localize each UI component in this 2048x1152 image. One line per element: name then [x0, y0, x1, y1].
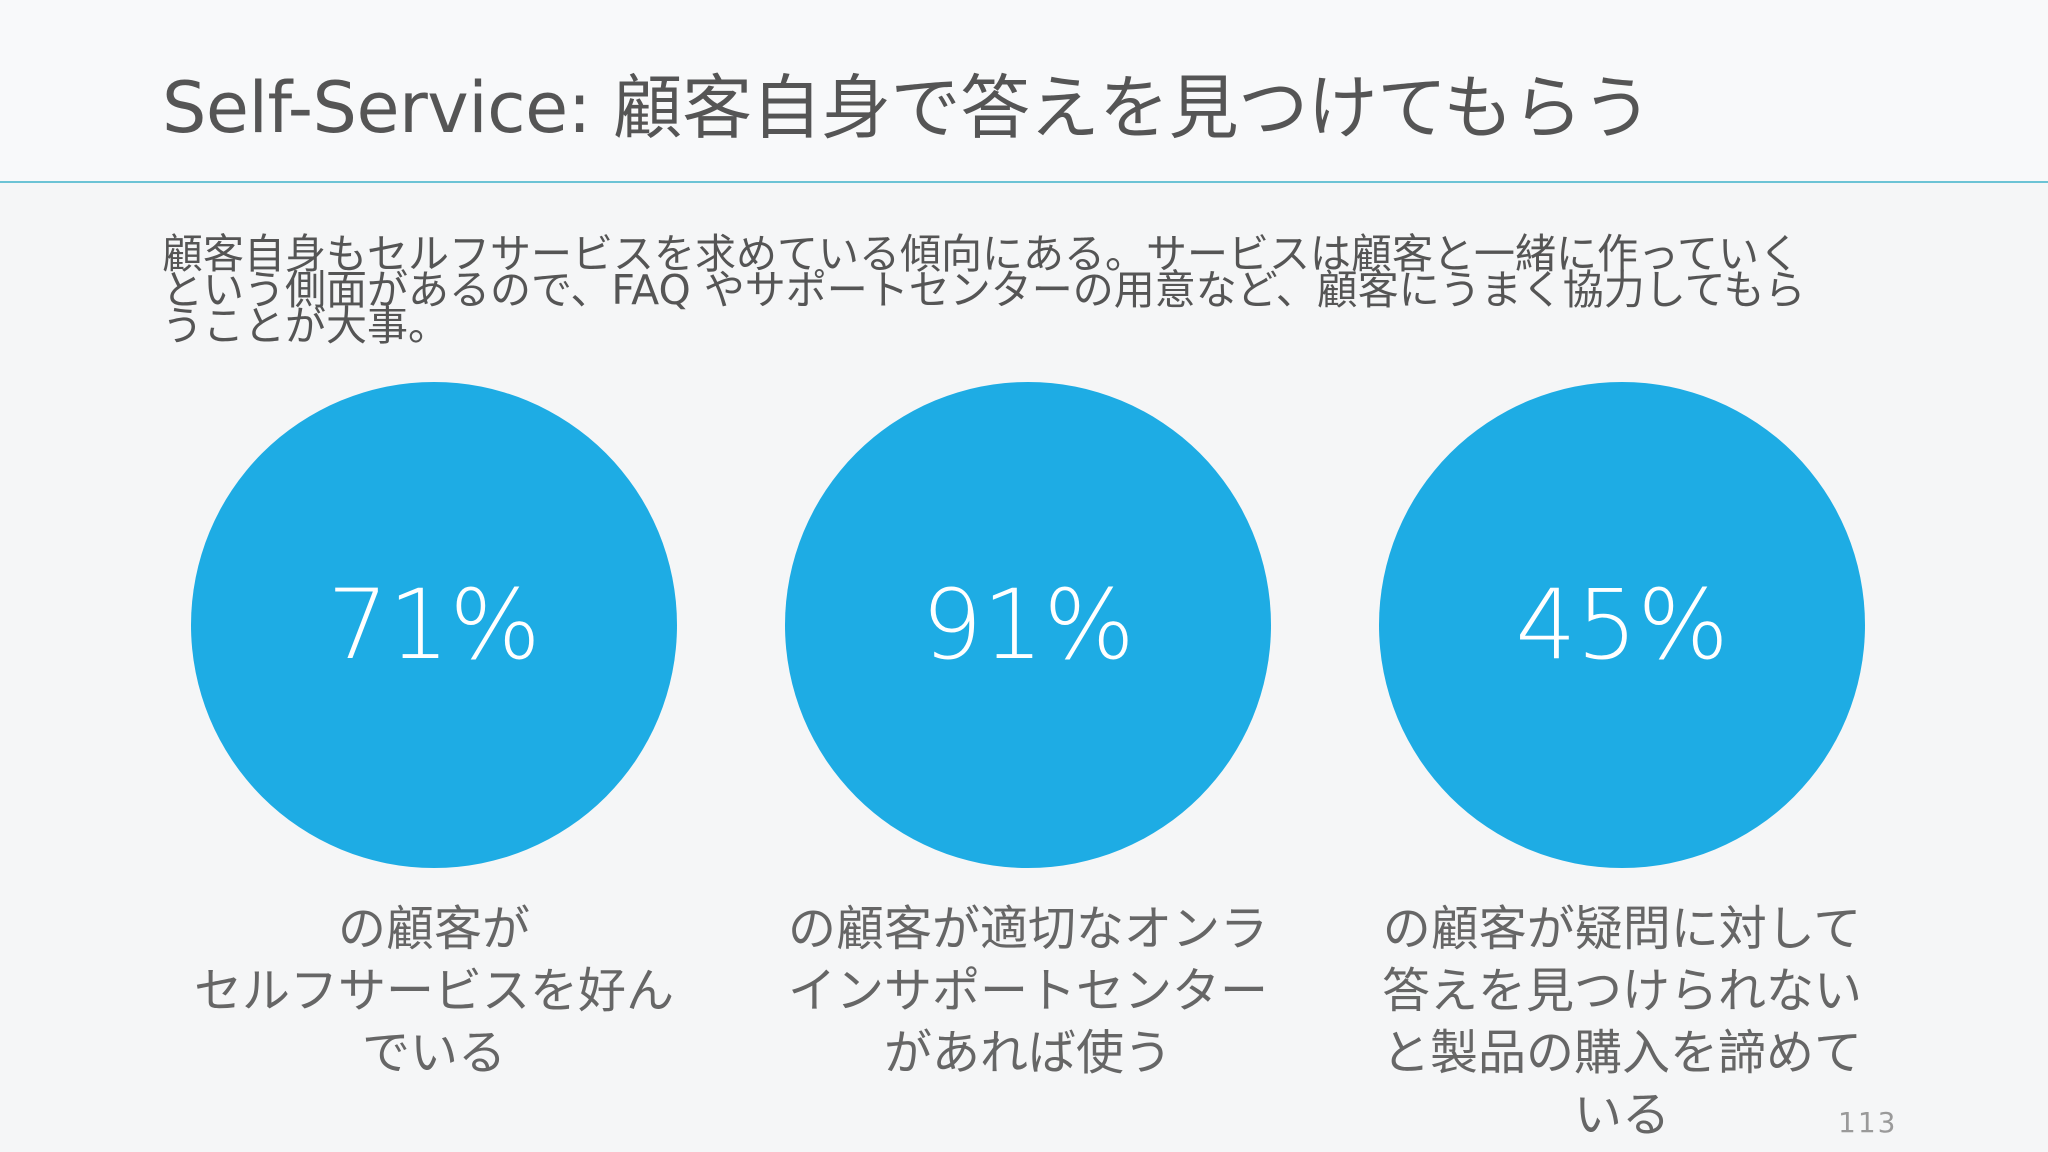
stat-value-1: 71% — [327, 569, 541, 681]
intro-line-2: という側面があるので、FAQ やサポートセンターの用意など、顧客にうまく協力して… — [162, 266, 1806, 314]
intro-line-1: 顧客自身もセルフサービスを求めている傾向にある。サービスは顧客と一緒に作っていく — [162, 230, 1800, 278]
title-divider — [0, 181, 2048, 183]
stat-caption-2-line-2: インサポートセンター — [787, 963, 1268, 1019]
stat-caption-3-line-2: 答えを見つけられない — [1381, 963, 1862, 1019]
stat-caption-1-line-3: でいる — [361, 1025, 506, 1081]
stat-caption-2-line-3: があれば使う — [883, 1025, 1172, 1081]
intro-line-3: うことが大事。 — [162, 302, 449, 350]
stat-caption-1-line-2: セルフサービスを好ん — [193, 963, 674, 1019]
stat-circle-3: 45% — [1379, 382, 1865, 868]
stat-value-3: 45% — [1515, 569, 1729, 681]
stat-caption-2: の顧客が適切なオンラ インサポートセンター があれば使う — [768, 898, 1288, 1084]
slide-title: Self-Service: 顧客自身で答えを見つけてもらう — [162, 67, 1652, 149]
stat-caption-3: の顧客が疑問に対して 答えを見つけられない と製品の購入を諦めて いる — [1362, 898, 1882, 1146]
stat-caption-1-line-1: の顧客が — [337, 901, 530, 957]
stat-caption-1: の顧客が セルフサービスを好ん でいる — [174, 898, 694, 1084]
stat-caption-3-line-1: の顧客が疑問に対して — [1382, 901, 1862, 957]
title-band — [0, 0, 2048, 182]
page-number: 113 — [1838, 1106, 1898, 1139]
stat-caption-3-line-4: いる — [1573, 1087, 1670, 1143]
stat-circle-1: 71% — [191, 382, 677, 868]
stat-circle-2: 91% — [785, 382, 1271, 868]
stat-caption-3-line-3: と製品の購入を諦めて — [1381, 1025, 1862, 1081]
stat-caption-2-line-1: の顧客が適切なオンラ — [787, 901, 1268, 957]
stat-value-2: 91% — [921, 569, 1135, 681]
intro-paragraph: 顧客自身もセルフサービスを求めている傾向にある。サービスは顧客と一緒に作っていく… — [162, 234, 1892, 347]
